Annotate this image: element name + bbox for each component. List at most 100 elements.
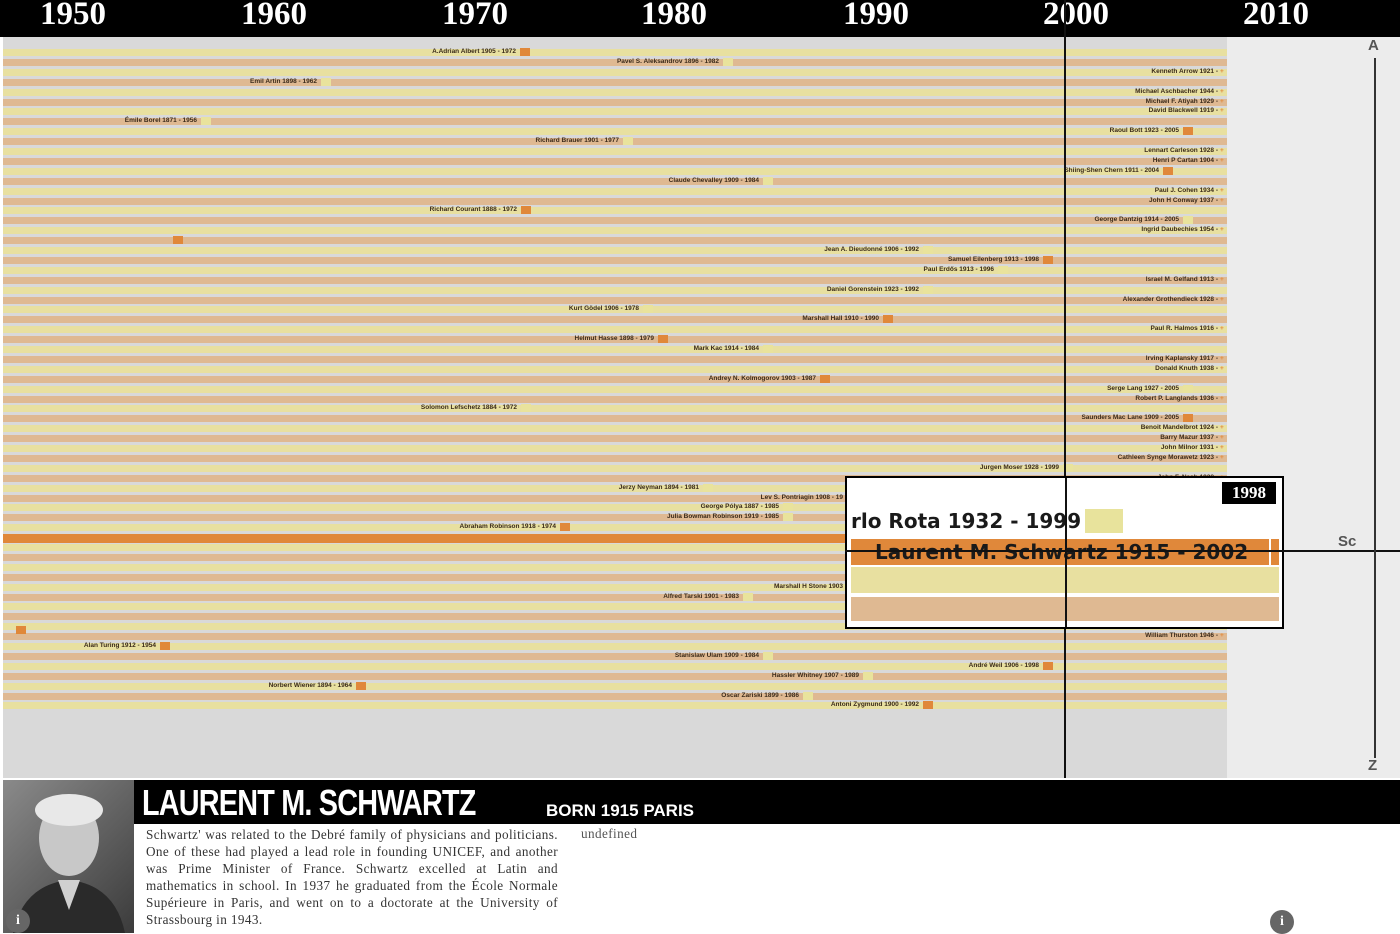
timeline-row[interactable] bbox=[3, 573, 1227, 581]
timeline-row[interactable] bbox=[3, 148, 1227, 155]
mathematician-label[interactable]: Pavel S. Aleksandrov 1896 - 1982 bbox=[616, 57, 719, 65]
timeline-row[interactable] bbox=[3, 474, 1227, 482]
timeline-row[interactable] bbox=[3, 346, 1227, 353]
timeline-row[interactable] bbox=[3, 108, 1227, 116]
mathematician-label[interactable]: Solomon Lefschetz 1884 - 1972 bbox=[420, 404, 517, 412]
timeline-row[interactable] bbox=[3, 316, 1227, 324]
timeline-row[interactable] bbox=[3, 167, 1227, 175]
timeline-row[interactable] bbox=[3, 553, 1227, 561]
timeline-row[interactable] bbox=[3, 425, 1227, 433]
mathematician-label[interactable]: George Dantzig 1914 - 2005 bbox=[1094, 216, 1179, 224]
mathematician-label[interactable]: Alfred Tarski 1901 - 1983 bbox=[663, 592, 739, 600]
mathematician-label[interactable]: Norbert Wiener 1894 - 1964 bbox=[268, 681, 352, 689]
timeline-row[interactable] bbox=[3, 276, 1227, 284]
timeline-row[interactable] bbox=[3, 128, 1227, 136]
mathematician-label[interactable]: Benoit Mandelbrot 1924 - bbox=[1140, 424, 1218, 432]
timeline-row[interactable] bbox=[3, 58, 1227, 66]
mathematician-label[interactable]: Émile Borel 1871 - 1956 bbox=[124, 117, 197, 125]
timeline-row[interactable] bbox=[3, 652, 1227, 660]
mathematician-label[interactable]: Raoul Bott 1923 - 2005 bbox=[1109, 127, 1179, 135]
timeline-row-selected[interactable] bbox=[3, 534, 1227, 544]
mathematician-label[interactable]: Richard Courant 1888 - 1972 bbox=[429, 206, 517, 214]
mathematician-label[interactable]: Barry Mazur 1937 - bbox=[1160, 434, 1218, 442]
mathematician-label[interactable]: Samuel Eilenberg 1913 - 1998 bbox=[947, 255, 1039, 263]
mathematician-label[interactable]: Michael Aschbacher 1944 - bbox=[1135, 87, 1218, 95]
timeline-row[interactable] bbox=[3, 68, 1227, 76]
timeline-row[interactable] bbox=[3, 306, 1227, 314]
mathematician-label[interactable]: Daniel Gorenstein 1923 - 1992 bbox=[826, 285, 919, 293]
mathematician-label[interactable]: Saunders Mac Lane 1909 - 2005 bbox=[1081, 414, 1179, 422]
timeline-row[interactable] bbox=[3, 682, 1227, 690]
timeline-row[interactable] bbox=[3, 177, 1227, 185]
mathematician-label[interactable]: Jerzy Neyman 1894 - 1981 bbox=[618, 483, 699, 491]
timeline-row[interactable] bbox=[3, 256, 1227, 264]
timeline-row[interactable] bbox=[3, 157, 1227, 165]
info-icon[interactable]: i bbox=[1270, 910, 1294, 934]
timeline-row[interactable] bbox=[3, 692, 1227, 700]
timeline-row[interactable] bbox=[3, 227, 1227, 235]
timeline-row[interactable] bbox=[3, 524, 1227, 532]
timeline-row[interactable] bbox=[3, 98, 1227, 106]
timeline-row[interactable] bbox=[3, 286, 1227, 294]
mathematician-label[interactable]: Julia Bowman Robinson 1919 - 1985 bbox=[667, 513, 779, 521]
timeline-row[interactable] bbox=[3, 266, 1227, 274]
timeline-row[interactable] bbox=[3, 563, 1227, 571]
timeline-row[interactable] bbox=[3, 138, 1227, 146]
timeline-row[interactable] bbox=[3, 494, 1227, 502]
mathematician-label[interactable]: Oscar Zariski 1899 - 1986 bbox=[721, 691, 799, 699]
mathematician-label[interactable]: Robert P. Langlands 1936 - bbox=[1135, 394, 1218, 402]
mathematician-label[interactable]: Paul R. Halmos 1916 - bbox=[1150, 325, 1218, 333]
timeline-row[interactable] bbox=[3, 385, 1227, 393]
mathematician-label[interactable]: Richard Brauer 1901 - 1977 bbox=[535, 137, 619, 145]
mathematician-label[interactable]: Andrey N. Kolmogorov 1903 - 1987 bbox=[708, 374, 816, 382]
timeline-row[interactable] bbox=[3, 415, 1227, 423]
timeline-row[interactable] bbox=[3, 435, 1227, 443]
mathematician-label[interactable]: George Pólya 1887 - 1985 bbox=[700, 503, 779, 511]
timeline-row[interactable] bbox=[3, 484, 1227, 492]
timeline-row[interactable] bbox=[3, 514, 1227, 522]
mathematician-label[interactable]: Kurt Gödel 1906 - 1978 bbox=[568, 305, 639, 313]
timeline-row[interactable] bbox=[3, 197, 1227, 205]
timeline-row[interactable] bbox=[3, 187, 1227, 195]
photo-info-icon[interactable]: i bbox=[6, 909, 30, 933]
mathematician-label[interactable]: Lev S. Pontriagin 1908 - 19 bbox=[760, 493, 843, 501]
timeline-row[interactable] bbox=[3, 702, 1227, 710]
timeline-row[interactable] bbox=[3, 207, 1227, 215]
mathematician-label[interactable]: David Blackwell 1919 - bbox=[1148, 107, 1218, 115]
timeline-row[interactable] bbox=[3, 583, 1227, 591]
mathematician-label[interactable]: Donald Knuth 1938 - bbox=[1155, 364, 1218, 372]
timeline-row[interactable] bbox=[3, 296, 1227, 304]
timeline-row[interactable] bbox=[3, 375, 1227, 383]
mathematician-label[interactable]: Alan Turing 1912 - 1954 bbox=[83, 642, 156, 649]
mathematician-label[interactable]: Jurgen Moser 1928 - 1999 bbox=[979, 463, 1059, 471]
timeline-row[interactable] bbox=[3, 613, 1227, 621]
mathematician-label[interactable]: Michael F. Atiyah 1929 - bbox=[1145, 97, 1218, 105]
timeline-row[interactable] bbox=[3, 355, 1227, 363]
timeline-row[interactable] bbox=[3, 395, 1227, 403]
mathematician-label[interactable]: Paul J. Cohen 1934 - bbox=[1154, 186, 1218, 194]
timeline-row[interactable] bbox=[3, 603, 1227, 611]
timeline-row[interactable] bbox=[3, 662, 1227, 670]
mathematician-label[interactable]: Ingrid Daubechies 1954 - bbox=[1141, 226, 1218, 234]
timeline-row[interactable] bbox=[3, 633, 1227, 641]
timeline-row[interactable] bbox=[3, 336, 1227, 344]
timeline-row[interactable] bbox=[3, 454, 1227, 462]
timeline-row[interactable] bbox=[3, 365, 1227, 373]
timeline-row[interactable] bbox=[3, 217, 1227, 225]
timeline-row[interactable] bbox=[3, 88, 1227, 96]
mathematician-label[interactable]: Kenneth Arrow 1921 - bbox=[1151, 67, 1218, 75]
mathematician-label[interactable]: A.Adrian Albert 1905 - 1972 bbox=[432, 48, 516, 55]
mathematician-label[interactable]: Jean A. Dieudonné 1906 - 1992 bbox=[824, 246, 919, 253]
mathematician-label[interactable]: Marshall H Stone 1903 bbox=[774, 582, 843, 590]
mathematician-label[interactable]: Emil Artin 1898 - 1962 bbox=[250, 77, 317, 85]
mathematician-label[interactable]: Stanislaw Ulam 1909 - 1984 bbox=[674, 651, 759, 659]
timeline-row[interactable] bbox=[3, 237, 1227, 245]
mathematician-label[interactable]: Serge Lang 1927 - 2005 bbox=[1107, 384, 1179, 392]
timeline-row[interactable] bbox=[3, 118, 1227, 126]
mathematician-label[interactable]: Paul Erdős 1913 - 1996 bbox=[923, 265, 994, 273]
mathematician-label[interactable]: John Milnor 1931 - bbox=[1160, 444, 1218, 451]
timeline-row[interactable] bbox=[3, 672, 1227, 680]
mathematician-label[interactable]: Lennart Carleson 1928 - bbox=[1144, 147, 1218, 154]
timeline-row[interactable] bbox=[3, 49, 1227, 56]
mathematician-label[interactable]: Israel M. Gelfand 1913 - bbox=[1145, 275, 1218, 283]
